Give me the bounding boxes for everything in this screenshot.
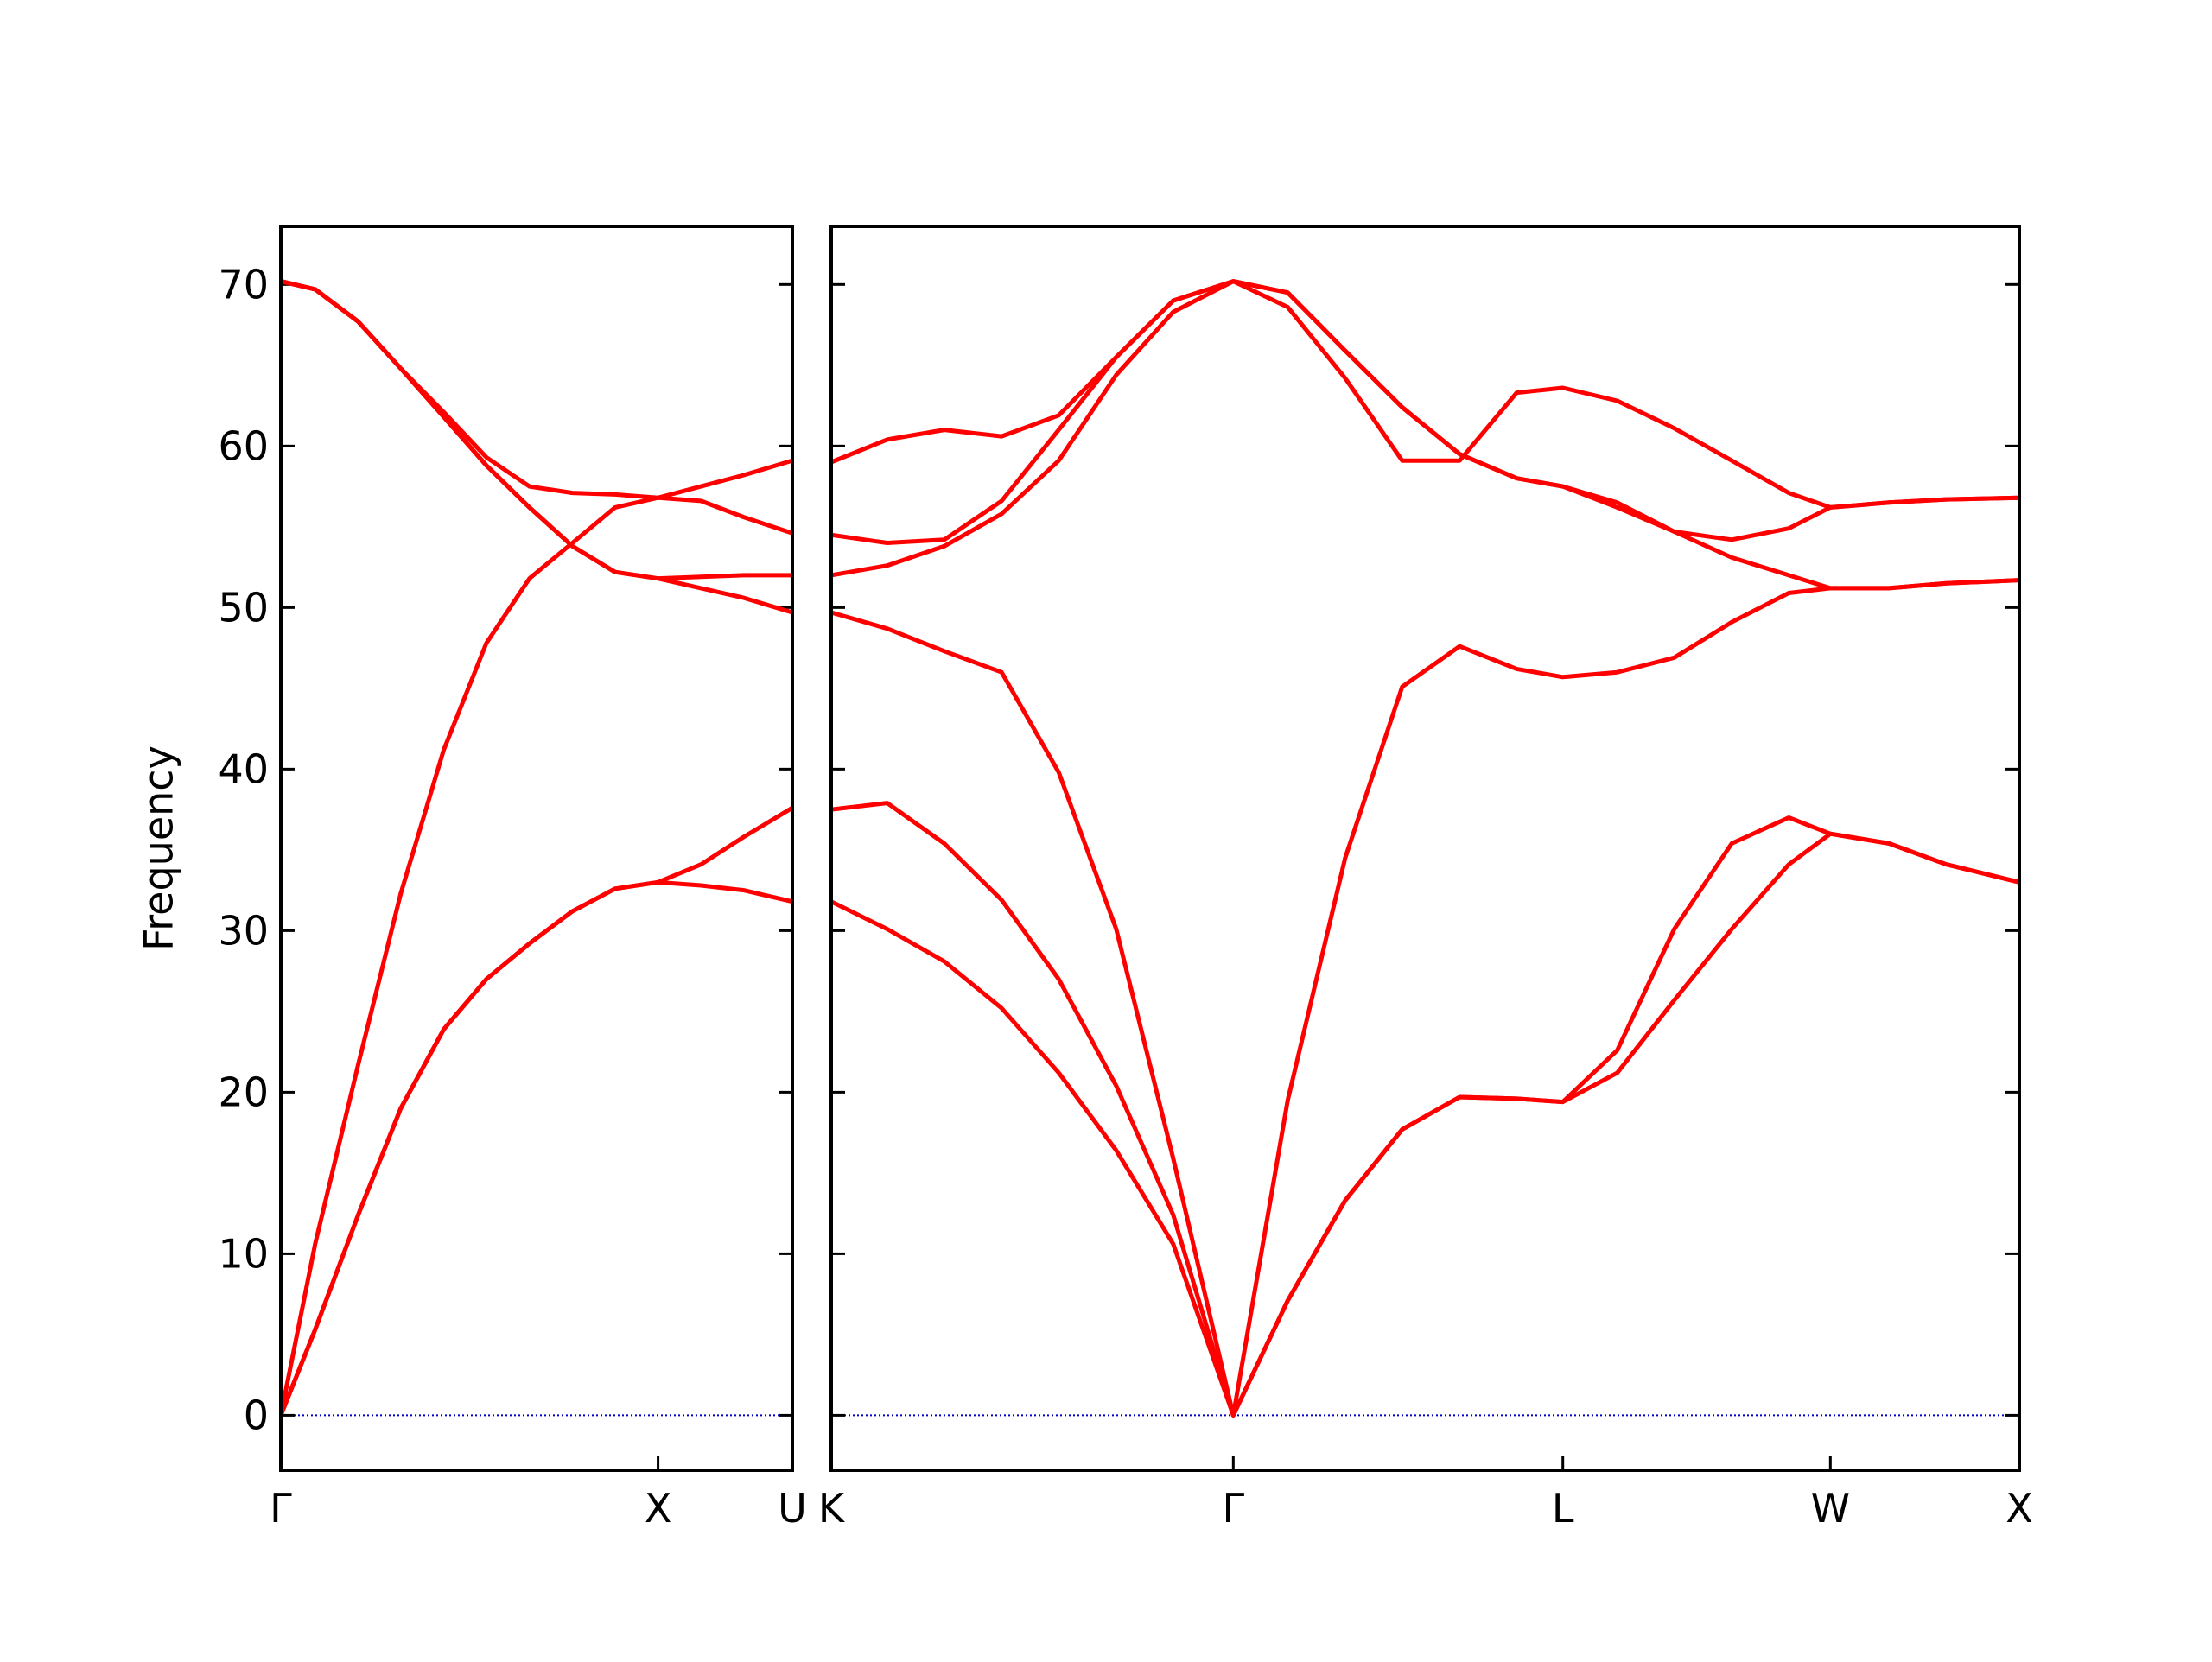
band-line [281,805,792,1418]
x-tick-label: K [818,1485,846,1532]
y-tick-label: 50 [218,584,269,631]
band-line [831,801,2019,1418]
band-line [831,279,2019,591]
y-tick-label: 60 [218,422,269,469]
band-line [281,279,792,615]
y-tick-label: 10 [218,1230,269,1277]
y-axis-label: Frequency [136,745,182,951]
y-tick-label: 30 [218,907,269,954]
y-tick-label: 40 [218,745,269,792]
x-tick-label: L [1552,1485,1574,1532]
plot-frame [279,225,794,1472]
x-tick-label: X [2005,1485,2033,1532]
x-tick-label: W [1811,1485,1850,1532]
band-line [281,495,792,1418]
y-tick-label: 0 [244,1392,269,1438]
plot-frame [830,225,2021,1472]
x-tick-label: X [645,1485,672,1532]
x-tick-label: Γ [1223,1485,1245,1532]
band-line [831,578,2019,1418]
band-line [831,279,2019,578]
y-tick-label: 20 [218,1069,269,1115]
band-line [831,831,2019,1418]
band-line [281,279,792,500]
x-tick-label: U [778,1485,807,1532]
y-tick-label: 70 [218,261,269,308]
x-tick-label: Γ [270,1485,292,1532]
band-line [281,279,792,581]
band-line [281,879,792,1418]
